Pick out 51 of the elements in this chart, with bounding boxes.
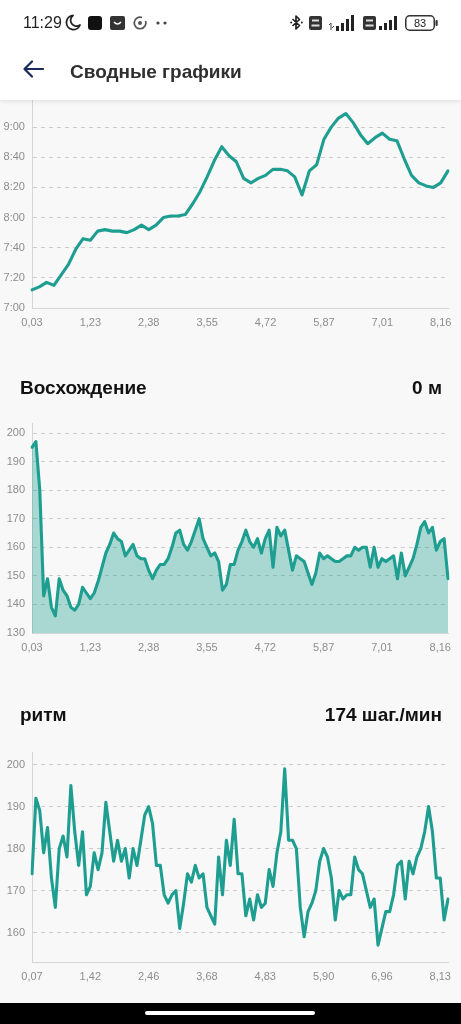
chart-subtitle: 0 м [412, 377, 442, 399]
x-tick-label: 8,16 [429, 315, 452, 328]
x-tick-label: 7,01 [371, 640, 393, 653]
y-tick-label: 7:20 [3, 270, 25, 283]
x-tick-label: 5,90 [312, 969, 335, 982]
x-tick-label: 5,87 [312, 640, 335, 653]
x-tick-label: 4,83 [254, 969, 276, 982]
x-tick-label: 0,03 [21, 640, 43, 653]
x-tick-label: 1,23 [79, 640, 102, 653]
y-tick-label: 190 [6, 454, 25, 467]
x-tick-label: 1,23 [79, 315, 102, 328]
chart-title: ритм [20, 704, 67, 726]
chart-title: Сводные графики [70, 61, 242, 83]
x-tick-label: 6,96 [371, 969, 393, 982]
text: 11:29 [23, 14, 62, 32]
x-tick-label: 2,38 [137, 640, 160, 653]
x-tick-label: 4,72 [254, 640, 276, 653]
x-tick-label: 3,68 [196, 969, 218, 982]
y-tick-label: 8:40 [3, 150, 25, 163]
y-tick-label: 160 [6, 925, 25, 938]
y-tick-label: 170 [6, 511, 25, 524]
y-tick-label: 7:00 [3, 301, 25, 314]
x-tick-label: 5,87 [313, 315, 335, 328]
x-tick-label: 3,55 [196, 315, 218, 328]
y-tick-label: 7:40 [3, 240, 25, 253]
x-tick-label: 0,07 [21, 969, 43, 982]
y-tick-label: 9:00 [3, 120, 25, 133]
battery-icon: 83 [405, 15, 438, 31]
y-tick-label: 170 [6, 883, 25, 896]
x-tick-label: 4,72 [254, 315, 277, 328]
x-tick-label: 1,42 [79, 969, 102, 982]
x-tick-label: 7,01 [371, 315, 394, 328]
y-tick-label: 180 [6, 483, 25, 496]
y-tick-label: 200 [6, 757, 25, 770]
y-tick-label: 8:00 [3, 210, 25, 223]
y-tick-label: 160 [6, 540, 25, 553]
chart-subtitle: 174 шаг./мин [324, 704, 442, 726]
y-tick-label: 140 [6, 597, 25, 610]
x-tick-label: 2,38 [138, 315, 160, 328]
y-tick-label: 150 [6, 568, 25, 581]
x-tick-label: 0,03 [21, 315, 43, 328]
y-tick-label: 180 [6, 841, 25, 854]
y-tick-label: 200 [6, 426, 25, 439]
y-tick-label: 190 [6, 799, 25, 812]
x-tick-label: 2,46 [137, 969, 160, 982]
x-tick-label: 8,16 [429, 640, 451, 653]
y-tick-label: 8:20 [3, 180, 25, 193]
chart-title: Восхождение [20, 377, 147, 399]
x-tick-label: 3,55 [196, 640, 218, 653]
x-tick-label: 8,13 [429, 969, 451, 982]
y-tick-label: 130 [6, 626, 25, 639]
